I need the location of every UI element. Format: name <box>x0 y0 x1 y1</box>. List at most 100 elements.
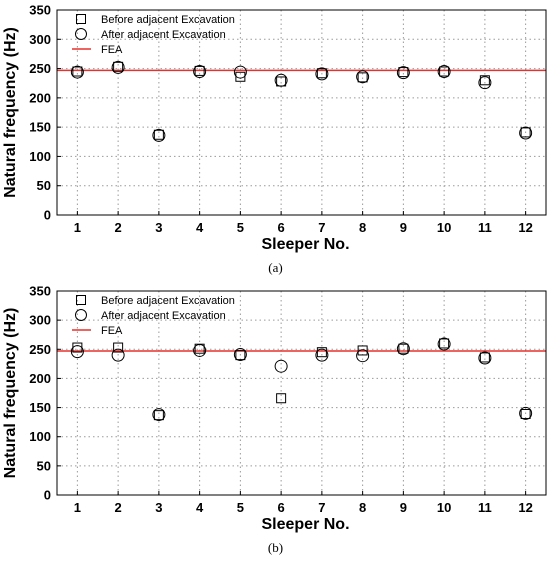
y-tick-label: 100 <box>29 149 51 164</box>
data-point-after-circle <box>315 348 329 362</box>
figure-caption: (a) <box>268 260 282 275</box>
data-point-before-square <box>153 410 164 421</box>
data-point-before-square <box>439 338 450 349</box>
x-tick-label: 4 <box>196 220 204 235</box>
data-point-after-circle <box>193 65 207 78</box>
data-point-after-circle <box>356 349 370 363</box>
x-tick-label: 5 <box>237 500 244 515</box>
x-tick-label: 8 <box>359 500 366 515</box>
data-point-after-circle <box>233 348 247 362</box>
data-point-before-square <box>113 342 124 353</box>
data-point-before-square <box>398 343 409 354</box>
legend-circle-marker <box>75 309 87 321</box>
x-tick-label: 7 <box>318 220 325 235</box>
y-tick-label: 0 <box>44 488 51 503</box>
data-point-before-square <box>316 347 327 358</box>
data-point-before-square <box>235 350 246 361</box>
figure-caption: (b) <box>268 540 283 555</box>
x-tick-label: 11 <box>478 500 492 515</box>
data-point-after-circle <box>152 408 166 422</box>
data-point-before-square <box>113 61 124 72</box>
y-tick-label: 0 <box>44 208 51 223</box>
legend-label-before: Before adjacent Excavation <box>101 295 235 307</box>
data-point-after-circle <box>111 60 125 74</box>
data-point-after-circle <box>233 65 247 79</box>
x-tick-label: 9 <box>400 220 407 235</box>
y-tick-label: 100 <box>29 429 51 444</box>
data-point-after-circle <box>274 73 288 87</box>
data-point-before-square <box>276 393 287 404</box>
legend-square-marker <box>76 295 86 305</box>
x-tick-label: 6 <box>278 220 285 235</box>
data-point-after-circle <box>478 351 492 365</box>
data-point-after-circle <box>519 126 533 140</box>
x-tick-label: 9 <box>400 500 407 515</box>
y-axis-title: Natural frequency (Hz) <box>2 308 19 479</box>
x-tick-label: 12 <box>518 220 532 235</box>
legend-label-before: Before adjacent Excavation <box>101 14 235 26</box>
x-tick-label: 2 <box>115 500 122 515</box>
data-point-before-square <box>520 127 531 138</box>
data-point-after-circle <box>193 343 207 357</box>
x-tick-label: 11 <box>478 220 492 235</box>
y-tick-label: 250 <box>29 342 51 357</box>
data-point-before-square <box>357 345 368 356</box>
plot-frame <box>56 290 547 496</box>
legend-label-after: After adjacent Excavation <box>101 310 226 322</box>
y-axis-title: Natural frequency (Hz) <box>2 27 19 198</box>
x-tick-label: 1 <box>74 500 81 515</box>
data-point-after-circle <box>152 128 166 142</box>
x-tick-label: 5 <box>237 220 244 235</box>
data-point-after-circle <box>519 406 533 420</box>
legend-label-fea: FEA <box>101 325 123 337</box>
plot-frame <box>56 9 547 216</box>
data-point-after-circle <box>478 76 492 90</box>
y-tick-label: 300 <box>29 32 51 47</box>
x-tick-label: 3 <box>155 220 162 235</box>
y-tick-label: 50 <box>37 458 51 473</box>
y-tick-label: 50 <box>37 178 51 193</box>
y-tick-label: 350 <box>29 3 51 18</box>
x-tick-label: 7 <box>318 500 325 515</box>
data-point-after-circle <box>437 337 451 351</box>
data-point-after-circle <box>70 345 84 359</box>
data-point-after-circle <box>315 67 329 81</box>
legend-square-marker <box>76 14 86 24</box>
x-tick-label: 10 <box>437 500 451 515</box>
legend-label-after: After adjacent Excavation <box>101 29 226 41</box>
data-point-before-square <box>479 352 490 363</box>
x-axis-title: Sleeper No. <box>261 236 349 253</box>
x-tick-label: 1 <box>74 220 81 235</box>
data-point-before-square <box>153 129 164 140</box>
y-tick-label: 200 <box>29 371 51 386</box>
x-tick-label: 3 <box>155 500 162 515</box>
data-point-before-square <box>316 68 327 79</box>
x-tick-label: 2 <box>115 220 122 235</box>
legend-label-fea: FEA <box>101 44 123 56</box>
y-tick-label: 300 <box>29 313 51 328</box>
legend-circle-marker <box>75 28 87 40</box>
data-point-after-circle <box>396 66 410 80</box>
data-point-before-square <box>194 65 205 76</box>
data-point-after-circle <box>396 342 410 356</box>
data-point-before-square <box>398 67 409 78</box>
x-axis-title: Sleeper No. <box>261 516 349 533</box>
y-tick-label: 350 <box>29 284 51 299</box>
y-tick-label: 250 <box>29 61 51 76</box>
data-point-after-circle <box>70 65 84 79</box>
x-tick-label: 10 <box>437 220 451 235</box>
x-tick-label: 12 <box>518 500 532 515</box>
data-point-after-circle <box>111 348 125 362</box>
x-tick-label: 8 <box>359 220 366 235</box>
data-point-before-square <box>357 72 368 83</box>
data-point-after-circle <box>437 65 451 78</box>
data-point-before-square <box>520 408 531 419</box>
y-tick-label: 200 <box>29 90 51 105</box>
x-tick-label: 4 <box>196 500 204 515</box>
y-tick-label: 150 <box>29 400 51 415</box>
x-tick-label: 6 <box>278 500 285 515</box>
y-tick-label: 150 <box>29 120 51 135</box>
